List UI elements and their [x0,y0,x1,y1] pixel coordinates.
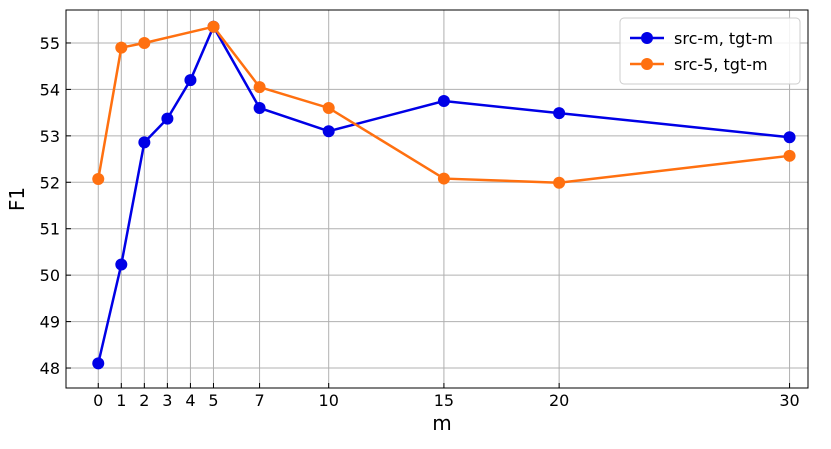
y-tick-label: 49 [40,313,60,332]
x-tick-label: 7 [254,391,264,410]
x-tick-label: 1 [116,391,126,410]
x-axis-label: m [432,411,451,435]
point [138,136,151,149]
legend-label: src-5, tgt-m [674,55,768,74]
x-tick-label: 2 [139,391,149,410]
point [437,95,450,108]
point [783,149,796,162]
point [322,101,335,114]
y-tick-label: 51 [40,220,60,239]
x-tick-label: 15 [434,391,454,410]
legend-marker [641,58,653,70]
x-tick-label: 3 [162,391,172,410]
point [115,258,128,271]
point [115,41,128,54]
x-tick-label: 10 [319,391,339,410]
legend-marker [641,32,653,44]
point [253,101,266,114]
y-tick-label: 50 [40,266,60,285]
point [322,125,335,138]
point [138,36,151,49]
y-axis-label: F1 [5,187,29,211]
point [437,172,450,185]
point [161,112,174,125]
x-tick-label: 4 [185,391,195,410]
legend-label: src-m, tgt-m [674,29,773,48]
y-tick-label: 54 [40,80,60,99]
point [553,107,566,120]
x-tick-label: 30 [779,391,799,410]
y-tick-label: 55 [40,34,60,53]
point [184,74,197,87]
point [207,20,220,33]
x-tick-label: 20 [549,391,569,410]
plot-frame [65,9,809,389]
point [92,357,105,370]
y-tick-label: 48 [40,359,60,378]
x-tick-label: 5 [208,391,218,410]
point [553,176,566,189]
legend-box [619,17,801,85]
point [783,131,796,144]
y-tick-label: 52 [40,173,60,192]
point [92,173,105,186]
y-tick-label: 53 [40,127,60,146]
x-tick-label: 0 [93,391,103,410]
point [253,81,266,94]
